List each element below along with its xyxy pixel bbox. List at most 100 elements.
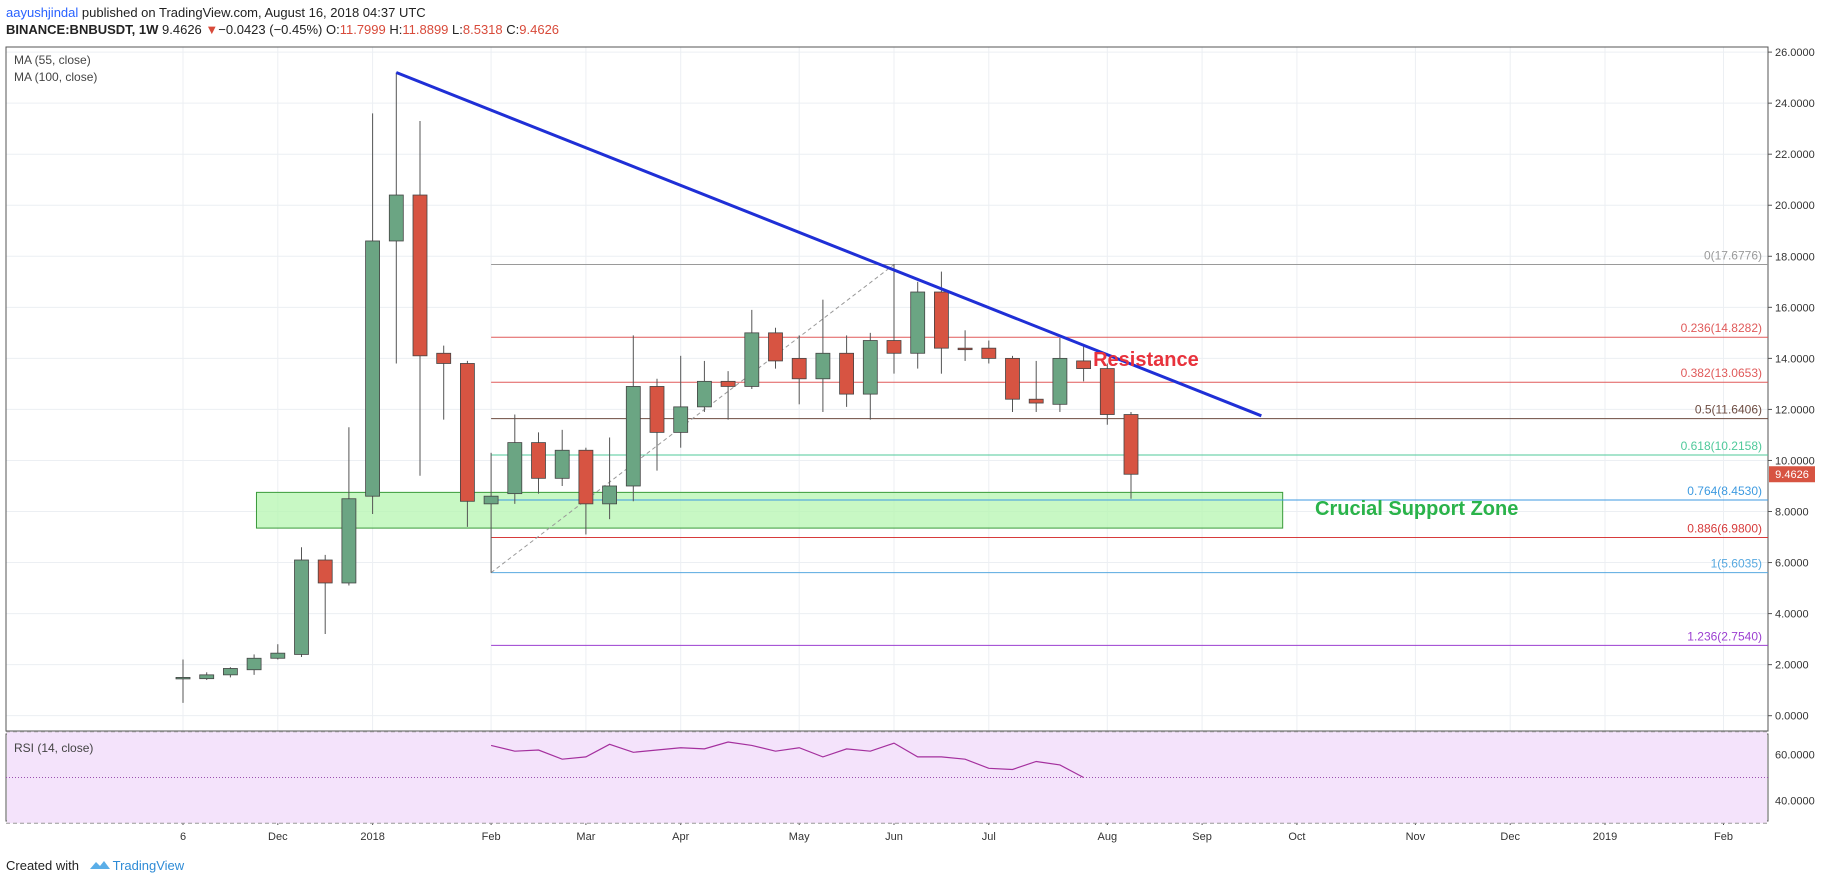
open-value: 11.7999: [339, 22, 386, 37]
grid: [6, 47, 1768, 821]
ma-legend-item: MA (100, close): [14, 70, 97, 84]
candle-body: [270, 652, 286, 659]
support-zone-box[interactable]: [255, 491, 1284, 529]
candle-body: [175, 677, 191, 680]
fib-level-label: 0(17.6776): [1704, 249, 1762, 263]
candle-body: [246, 657, 262, 671]
created-with-text: Created with: [6, 858, 79, 873]
close-value: 9.4626: [519, 22, 560, 37]
legend: MA (55, close) MA (100, close): [14, 53, 97, 84]
candle-body: [507, 442, 523, 495]
y-tick-label: 10.0000: [1775, 455, 1815, 467]
x-tick-label: Feb: [482, 831, 501, 843]
trendline-line[interactable]: [395, 71, 1262, 418]
candle-body: [673, 406, 689, 433]
fib-level-label: 1.236(2.7540): [1687, 629, 1762, 643]
y-tick-label: 26.0000: [1775, 47, 1815, 59]
candle-body: [1123, 414, 1139, 475]
candle-body: [341, 498, 357, 584]
candle-body: [720, 380, 736, 387]
y-tick-label: 16.0000: [1775, 302, 1815, 314]
candle-body: [886, 340, 902, 354]
candle-body: [625, 386, 641, 487]
candle-body: [199, 674, 215, 680]
footer: Created with TradingView: [6, 858, 184, 874]
support-zone[interactable]: [255, 491, 1284, 529]
rsi-pane: 40.0000 60.0000 RSI (14, close): [6, 731, 1815, 824]
fib-level-label: 0.618(10.2158): [1681, 439, 1762, 453]
x-tick-label: Dec: [268, 831, 288, 843]
y-tick-label: 12.0000: [1775, 404, 1815, 416]
rsi-label: RSI (14, close): [14, 741, 93, 755]
y-tick-label: 0.0000: [1775, 711, 1809, 723]
price-axis[interactable]: 0.0000 2.0000 4.0000 6.0000 8.0000 10.0000 12.…: [1768, 47, 1815, 723]
candle-body: [554, 449, 570, 479]
rsi-tick-label: 40.0000: [1775, 795, 1815, 807]
chart-header: aayushjindal published on TradingView.co…: [6, 4, 559, 38]
candle-body: [791, 357, 807, 380]
published-text: published on TradingView.com, August 16,…: [81, 5, 426, 20]
tradingview-brand[interactable]: TradingView: [112, 858, 185, 873]
candle-body: [862, 340, 878, 395]
candle-body: [1005, 357, 1020, 400]
fib-anchor-line: [490, 264, 895, 574]
candles: [175, 72, 1139, 703]
fib-level-label: 0.886(6.9800): [1687, 522, 1762, 536]
high-label: H:: [389, 22, 403, 37]
tradingview-logo-icon: [89, 859, 111, 874]
candle-body: [483, 495, 499, 505]
candle-body: [981, 347, 997, 359]
candle-body: [839, 352, 854, 395]
y-tick-label: 6.0000: [1775, 558, 1809, 570]
candle-body: [365, 240, 381, 497]
x-tick-label: Apr: [672, 831, 689, 843]
ma-legend-item: MA (55, close): [14, 53, 91, 67]
annotations: Crucial Support Zone Resistance: [1093, 349, 1518, 520]
x-tick-label: 2019: [1593, 831, 1617, 843]
x-tick-label: Jul: [982, 831, 996, 843]
y-tick-label: 24.0000: [1775, 98, 1815, 110]
ohlc-line: BINANCE:BNBUSDT, 1W 9.4626 ▼−0.0423 (−0.…: [6, 21, 559, 38]
candle-body: [957, 347, 973, 351]
candle-body: [317, 559, 333, 584]
price-change: −0.0423 (−0.45%): [218, 22, 323, 37]
x-tick-label: May: [789, 831, 810, 843]
candle-body: [815, 352, 831, 380]
trendline[interactable]: [395, 71, 1262, 418]
rsi-line: [490, 741, 1084, 779]
open-label: O:: [325, 22, 340, 37]
fibonacci-retracement[interactable]: 0(17.6776) 0.236(14.8282) 0.382(13.0653) 0.…: [490, 249, 1768, 646]
candle-body: [388, 194, 404, 242]
x-tick-label: 6: [180, 831, 186, 843]
candle-body: [697, 380, 712, 408]
fib-level-label: 0.236(14.8282): [1681, 321, 1762, 335]
fib-level-label: 1(5.6035): [1711, 557, 1762, 571]
candle-body: [1052, 357, 1068, 405]
candle-body: [744, 332, 760, 387]
rsi-tick-label: 60.0000: [1775, 750, 1815, 762]
candle-body: [934, 291, 949, 349]
support-zone-label: Crucial Support Zone: [1315, 498, 1518, 520]
publish-line: aayushjindal published on TradingView.co…: [6, 4, 559, 21]
y-tick-label: 18.0000: [1775, 251, 1815, 263]
x-tick-label: Sep: [1192, 831, 1212, 843]
y-tick-label: 4.0000: [1775, 609, 1809, 621]
fib-level-label: 0.764(8.4530): [1687, 484, 1762, 498]
x-tick-label: Feb: [1714, 831, 1733, 843]
x-tick-label: Aug: [1098, 831, 1118, 843]
last-price-badge: [1769, 466, 1815, 483]
author-link[interactable]: aayushjindal: [6, 5, 79, 20]
time-axis[interactable]: 6 Dec 2018 Feb Mar Apr May Jun Jul Aug Sep Oct Nov De…: [180, 821, 1733, 843]
x-tick-label: Mar: [576, 831, 595, 843]
low-label: L:: [452, 22, 463, 37]
candle-body: [1076, 360, 1091, 369]
x-tick-label: Oct: [1288, 831, 1305, 843]
fib-level-label: 0.382(13.0653): [1681, 366, 1762, 380]
candle-body: [531, 442, 546, 479]
y-tick-label: 20.0000: [1775, 200, 1815, 212]
candle-body: [412, 194, 428, 357]
candle-body: [1099, 368, 1115, 415]
y-tick-label: 8.0000: [1775, 507, 1809, 519]
candle-body: [649, 386, 665, 433]
